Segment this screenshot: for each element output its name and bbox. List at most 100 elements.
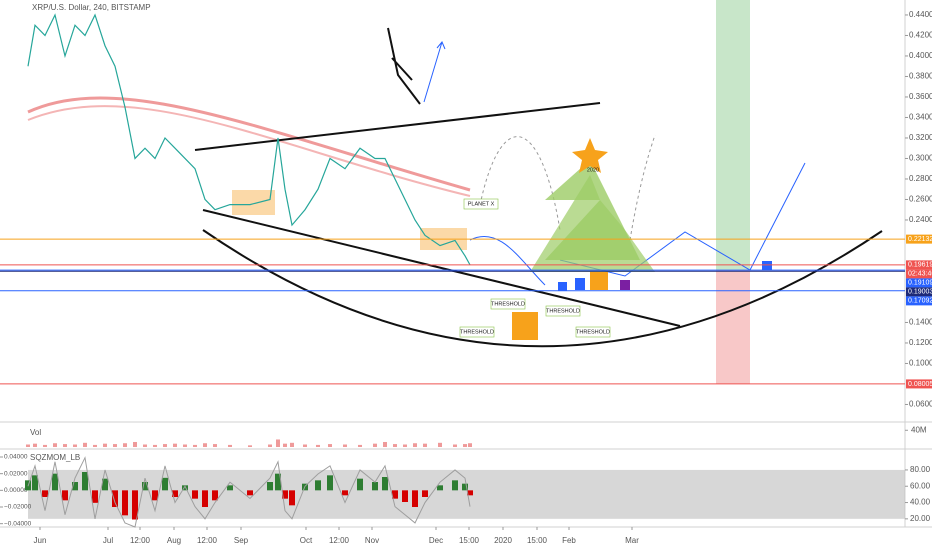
countdown-box [906,269,932,279]
volume-bar [316,444,320,447]
momentum-bar [202,490,208,507]
annotation-box [463,198,499,210]
momentum-bar [192,490,198,499]
volume-bar [193,444,197,447]
chart-title: XRP/U.S. Dollar, 240, BITSTAMP [32,3,151,12]
x-tick-label: 15:00 [459,536,480,545]
volume-bar [53,443,57,447]
price-label: 0.08005 [908,381,932,388]
pane-title: SQZMOM_LB [30,453,80,462]
volume-bar [143,444,147,447]
price-label-box [906,287,932,297]
momentum-bar [102,478,108,491]
volume-bar [383,441,387,447]
momentum-bar [182,485,188,491]
profit-zone [716,0,750,270]
price-label: 0.19109 [908,280,932,287]
volume-bar [73,444,77,447]
momentum-bar [282,490,288,499]
volume-bar [103,443,107,447]
volume-bar [248,445,252,447]
volume-bar [413,443,417,447]
volume-bar [113,444,117,447]
momentum-bar [267,482,273,491]
price-label-box [906,278,932,288]
momentum-bar [452,480,458,491]
x-tick-label: 12:00 [329,536,350,545]
y-tick-label: 0.04000 [4,454,28,461]
momentum-bar [315,480,321,491]
volume-bar [343,444,347,447]
volume-bar [153,444,157,447]
x-tick-label: Aug [167,536,181,545]
price-label-box [906,260,932,270]
momentum-bar [122,490,128,516]
volume-bar [468,443,472,447]
volume-bar [303,444,307,447]
trend-line [202,209,681,327]
annotation-box [575,326,611,338]
gift [575,278,585,290]
momentum-bar [357,478,363,491]
star [572,138,608,173]
volume-bar [63,444,67,447]
momentum-bar [142,482,148,491]
x-tick-label: Mar [625,536,639,545]
x-tick-label: Feb [562,536,576,545]
momentum-bar [227,485,233,491]
y2-tick-label: 60.00 [910,481,931,490]
gift [620,280,630,290]
volume-bar [276,439,280,447]
momentum-bar [92,490,98,503]
y-tick-label: 0.00000 [4,487,28,494]
volume-bar [183,444,187,447]
sketch [387,27,421,105]
momentum-bar [247,490,253,496]
momentum-bar [392,490,398,499]
volume-bar [453,444,457,447]
x-tick-label: 12:00 [197,536,218,545]
momentum-bar [212,490,218,501]
volume-bar [26,444,30,447]
volume-bar [438,442,442,447]
volume-bar [93,444,97,447]
price-label: 0.19003 [908,289,932,296]
x-tick-label: Dec [429,536,443,545]
volume-bar [358,444,362,447]
volume-bar [373,443,377,447]
volume-bar [163,444,167,447]
band [28,469,905,519]
momentum-bar [437,485,443,491]
y-tick-label: 40M [911,425,927,434]
volume-bar [423,443,427,447]
price-label-box [906,379,932,389]
momentum-bar [467,490,473,496]
volume-bar [213,444,217,447]
momentum-bar [275,473,281,491]
range-box [232,190,275,215]
momentum-bar [42,490,48,497]
y-tick-label: −0.02000 [4,504,32,511]
volume-bar [173,443,177,447]
x-tick-label: 15:00 [527,536,548,545]
volume-bar [283,443,287,447]
annotation: THRESHOLD [576,329,610,335]
x-tick-label: Sep [234,536,249,545]
annotation: THRESHOLD [491,301,525,307]
momentum-bar [112,490,118,507]
annotation-box [545,305,581,317]
price-label: 0.22132 [908,236,932,243]
annotation: THRESHOLD [546,308,580,314]
annotation-box [459,326,495,338]
volume-bar [43,444,47,447]
momentum-bar [62,490,68,501]
momentum-bar [132,490,138,520]
